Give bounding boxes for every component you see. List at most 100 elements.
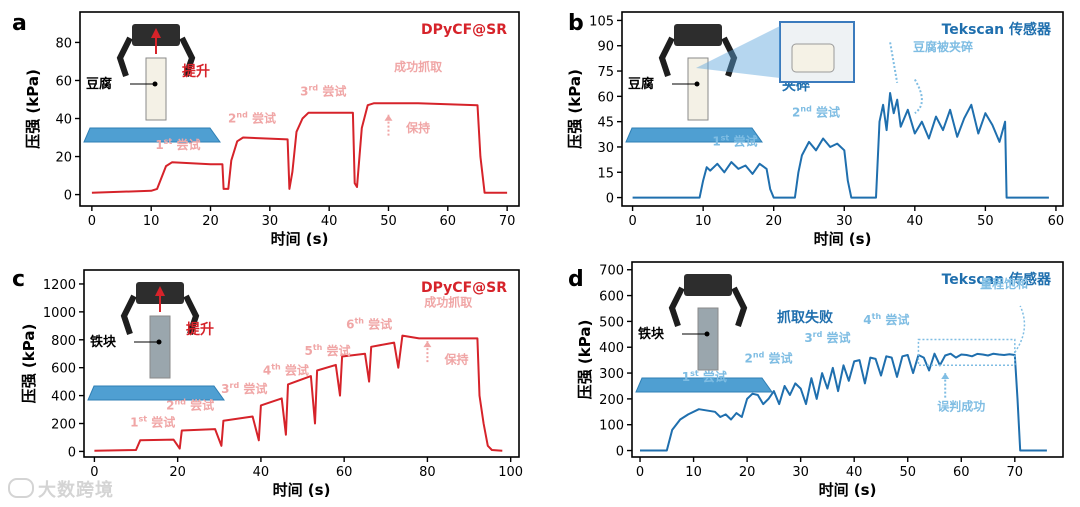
tray (625, 127, 763, 143)
gripper-body (684, 274, 732, 296)
series-line-Tekscan (632, 92, 1049, 199)
crushed-tofu (791, 43, 835, 73)
inset-photo: 铁块 抓取失败 (635, 274, 834, 393)
x-tick-label: 20 (169, 465, 186, 480)
annotation: 保持 (444, 352, 469, 367)
x-tick-label: 80 (419, 465, 436, 480)
x-axis-label: 时间 (s) (819, 481, 877, 499)
y-axis-label: 压强 (kPa) (24, 69, 42, 149)
label-pointer-dot (694, 81, 700, 87)
plot-frame (79, 11, 520, 207)
annotation: 量程饱和 (980, 276, 1028, 291)
panel-letter: d (568, 267, 584, 292)
panel-letter: a (12, 11, 27, 36)
y-tick-label: 300 (599, 367, 624, 382)
x-tick-label: 30 (792, 465, 809, 480)
annotation: 成功抓取 (424, 294, 472, 309)
plot-frame (631, 261, 1064, 458)
annotation: 1st 尝试 (155, 137, 200, 152)
y-tick-label: 15 (597, 166, 614, 181)
y-tick-label: 100 (599, 419, 624, 434)
tray (87, 385, 225, 401)
y-tick-label: 45 (597, 116, 614, 131)
x-tick-label: 60 (336, 465, 353, 480)
inset-photo: 铁块 提升 (87, 282, 225, 401)
gripper-finger-right (179, 36, 196, 77)
misjudge-arrow-head (941, 373, 950, 380)
y-tick-label: 400 (51, 390, 76, 405)
annotation: 2nd 尝试 (792, 105, 840, 120)
annotation: 3rd 尝试 (804, 330, 850, 345)
inset-object-label: 豆腐 (86, 76, 112, 92)
x-tick-label: 40 (253, 465, 270, 480)
panel-b: b 0 10 20 30 40 50 60 0 15 30 45 60 75 90 105 时间 (s) 压强 (… (566, 11, 1064, 248)
series-line-DPyCF@SR (94, 334, 503, 452)
chart-title: Tekscan 传感器 (942, 271, 1052, 288)
panel-letter: c (12, 267, 25, 292)
plot-frame (621, 11, 1064, 207)
annotation: 2nd 尝试 (166, 398, 214, 413)
tofu-block (687, 57, 709, 121)
y-tick-label: 600 (599, 290, 624, 305)
inset-photo: 豆腐 夹碎 (625, 21, 855, 143)
y-tick-label: 600 (51, 362, 76, 377)
y-tick-label: 40 (55, 113, 72, 128)
panel-d: d0 10 20 30 40 50 60 700100200300400500600700时间… (568, 261, 1064, 499)
watermark-text: 大数跨境 (38, 480, 114, 501)
x-tick-label: 20 (739, 465, 756, 480)
annotation: 成功抓取 (394, 59, 442, 74)
chart-title: DPyCF@SR (421, 280, 507, 296)
annotation: 4th 尝试 (863, 312, 909, 327)
y-tick-label: 0 (68, 445, 76, 460)
y-tick-label: 90 (597, 40, 614, 55)
y-tick-label: 800 (51, 334, 76, 349)
annotation: 5th 尝试 (304, 343, 350, 358)
tray (635, 377, 773, 393)
y-tick-label: 60 (55, 74, 72, 89)
saturation-arrow (1014, 305, 1026, 353)
x-tick-label: 30 (262, 214, 279, 229)
inset-action-label: 提升 (182, 63, 210, 80)
iron-block (697, 307, 719, 371)
x-tick-label: 0 (636, 465, 644, 480)
chart-title: Tekscan 传感器 (942, 21, 1052, 38)
y-tick-label: 20 (55, 151, 72, 166)
plot-frame (83, 269, 520, 458)
crush-arrow (889, 42, 899, 84)
gripper-finger-right (731, 286, 748, 327)
y-tick-label: 30 (597, 141, 614, 156)
x-tick-label: 0 (88, 214, 96, 229)
x-tick-label: 0 (628, 214, 636, 229)
y-axis-label: 压强 (kPa) (20, 324, 38, 404)
x-tick-label: 60 (1048, 214, 1065, 229)
inset-object-label: 铁块 (637, 326, 665, 342)
x-tick-label: 20 (202, 214, 219, 229)
label-pointer-dot (152, 81, 158, 87)
watermark-logo-icon (8, 478, 34, 498)
label-pointer-dot (156, 339, 162, 345)
x-tick-label: 40 (321, 214, 338, 229)
inset-action-label: 抓取失败 (777, 309, 834, 326)
y-tick-label: 200 (51, 418, 76, 433)
annotation: 1st 尝试 (712, 133, 757, 148)
y-tick-label: 1200 (43, 278, 76, 293)
panel-letter: b (568, 11, 584, 36)
annotation: 3rd 尝试 (300, 84, 346, 99)
x-axis-label: 时间 (s) (273, 481, 331, 499)
annotation: 1st 尝试 (682, 369, 727, 384)
y-tick-label: 700 (599, 264, 624, 279)
annotation: 2nd 尝试 (745, 351, 793, 366)
x-tick-label: 50 (380, 214, 397, 229)
label-pointer-dot (704, 331, 710, 337)
x-tick-label: 40 (907, 214, 924, 229)
gripper-finger-left (668, 286, 685, 327)
y-tick-label: 400 (599, 341, 624, 356)
y-axis-label: 压强 (kPa) (566, 69, 584, 149)
tofu-block (145, 57, 167, 121)
annotation: 豆腐被夹碎 (913, 39, 973, 54)
y-tick-label: 105 (589, 14, 614, 29)
x-tick-label: 10 (685, 465, 702, 480)
x-tick-label: 70 (499, 214, 516, 229)
inset-action-label: 提升 (186, 321, 214, 338)
